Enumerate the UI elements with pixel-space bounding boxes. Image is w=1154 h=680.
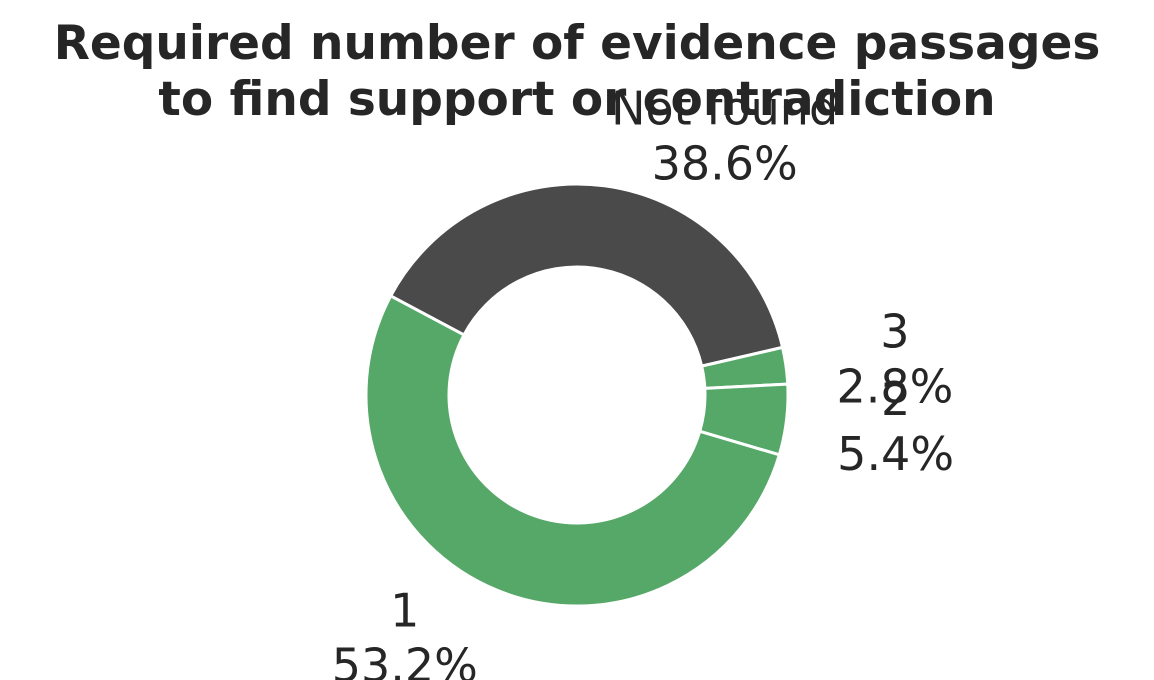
slice-not-found — [389, 182, 785, 368]
slice-value-not-found: 38.6% — [652, 136, 798, 190]
slice-label-2: 2 — [881, 372, 910, 426]
slice-value-1: 53.2% — [332, 639, 478, 680]
slice-label-1: 1 — [390, 584, 419, 638]
slice-label-3: 3 — [880, 305, 909, 359]
chart-title-line-1: Required number of evidence passages — [54, 16, 1101, 71]
chart-title-line-2: to find support or contradiction — [158, 72, 995, 127]
slice-value-2: 5.4% — [837, 427, 954, 481]
slice-value-3: 2.8% — [836, 360, 953, 414]
slice-label-not-found: Not found — [611, 81, 838, 135]
donut-slices — [364, 182, 790, 608]
slice-1 — [364, 294, 781, 608]
